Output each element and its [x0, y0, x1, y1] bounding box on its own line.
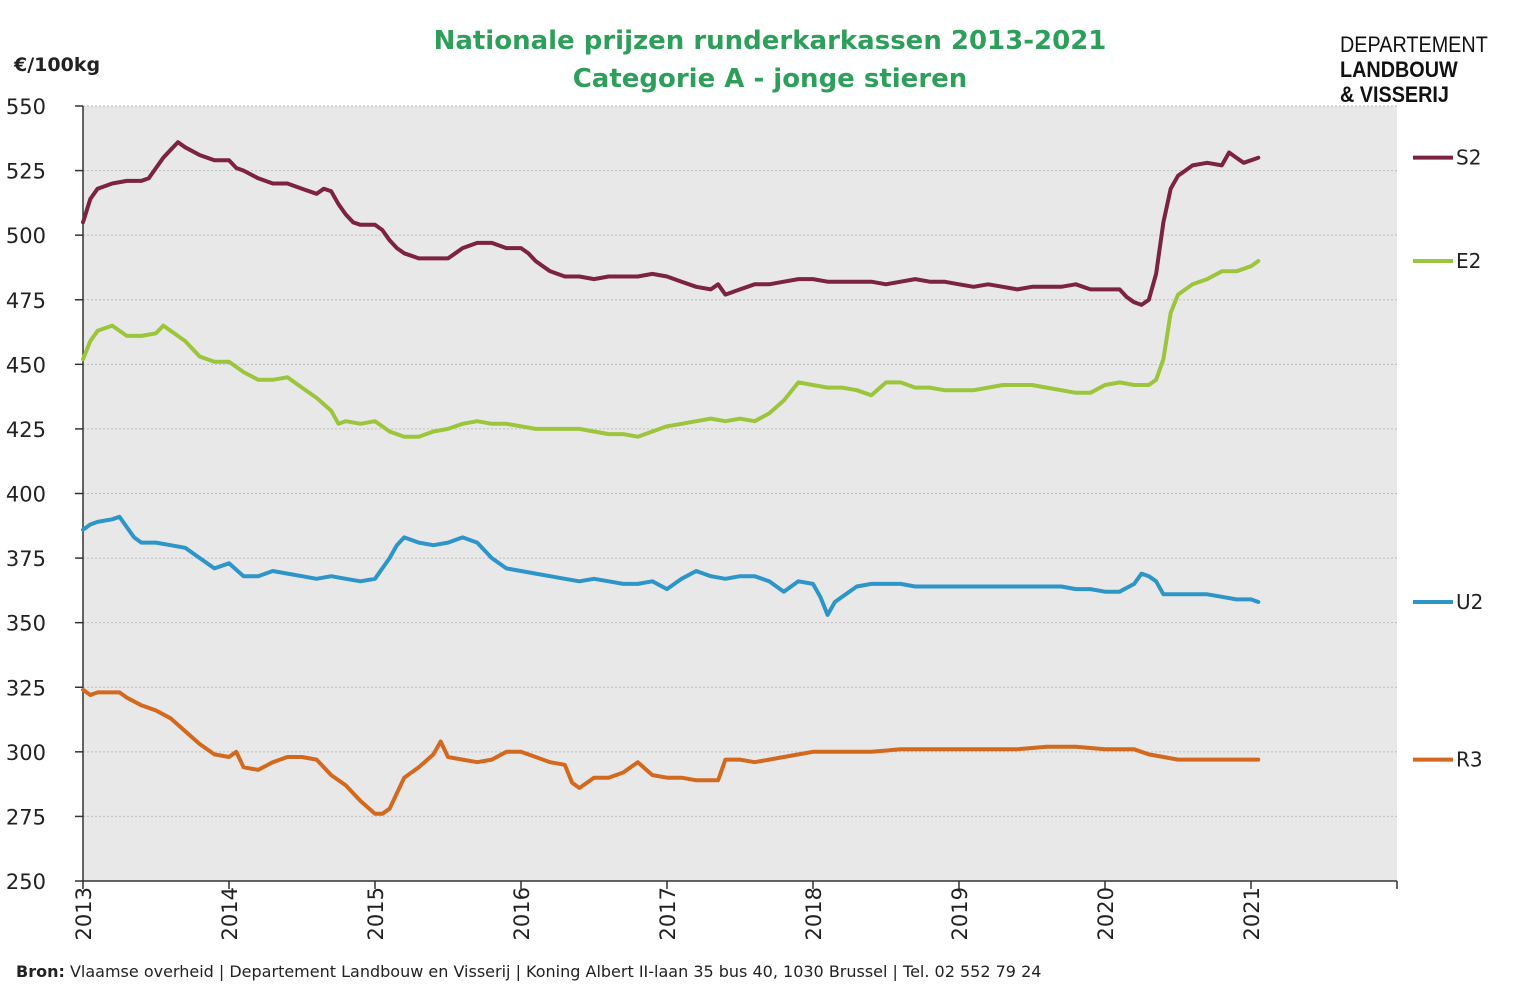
logo-line-2: LANDBOUW	[1340, 57, 1458, 82]
series-line-r3	[81, 687, 1261, 816]
y-tick-label: 300	[6, 741, 46, 765]
y-axis-label: €/100kg	[14, 54, 101, 76]
x-tick-label: 2016	[510, 887, 534, 940]
y-tick-label: 375	[6, 547, 46, 571]
y-tick-label: 475	[6, 289, 46, 313]
x-tick-label: 2018	[802, 887, 826, 940]
series-line-u2	[81, 514, 1261, 617]
source-note: Bron: Vlaamse overheid | Departement Lan…	[16, 962, 1041, 981]
x-tick-label: 2014	[218, 887, 242, 940]
y-tick-label: 250	[6, 870, 46, 894]
x-tick-label: 2021	[1240, 887, 1264, 940]
chart-title: Nationale prijzen runderkarkassen 2013-2…	[433, 26, 1107, 56]
logo-line-1: DEPARTEMENT	[1340, 32, 1488, 57]
chart-subtitle: Categorie A - jonge stieren	[572, 64, 968, 94]
legend-label-u2: U2	[1456, 590, 1483, 614]
logo-line-3: & VISSERIJ	[1340, 82, 1449, 107]
y-tick-label: 275	[6, 805, 46, 829]
y-tick-label: 425	[6, 418, 46, 442]
x-tick-label: 2017	[656, 887, 680, 940]
x-tick-label: 2013	[72, 887, 96, 940]
source-label: Bron:	[16, 962, 65, 981]
x-tick-label: 2019	[948, 887, 972, 940]
x-tick-label: 2015	[364, 887, 388, 940]
series-line-e2	[81, 259, 1261, 439]
y-tick-label: 450	[6, 353, 46, 377]
y-tick-label: 350	[6, 612, 46, 636]
y-tick-label: 400	[6, 483, 46, 507]
y-tick-label: 500	[6, 224, 46, 248]
legend-label-e2: E2	[1456, 249, 1481, 273]
x-tick-label: 2020	[1094, 887, 1118, 940]
y-tick-label: 525	[6, 160, 46, 184]
legend-label-s2: S2	[1456, 146, 1481, 170]
department-logo: DEPARTEMENT LANDBOUW & VISSERIJ	[1340, 32, 1488, 107]
y-tick-label: 325	[6, 676, 46, 700]
legend-label-r3: R3	[1456, 748, 1483, 772]
series-line-s2	[81, 140, 1261, 307]
source-text: Vlaamse overheid | Departement Landbouw …	[64, 962, 1042, 981]
y-tick-label: 550	[6, 95, 46, 119]
